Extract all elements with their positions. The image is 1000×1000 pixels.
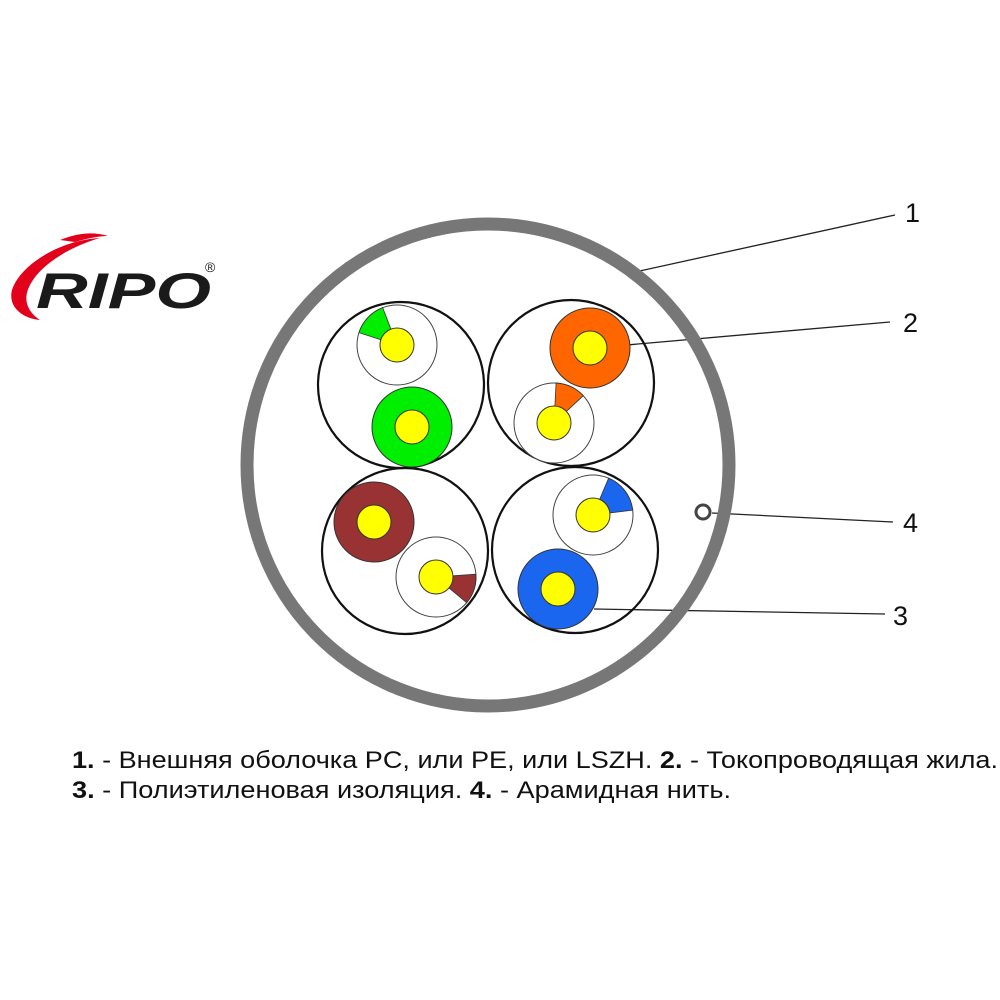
conductor-white-blue — [575, 497, 611, 533]
legend-num-4: 4. — [470, 777, 493, 804]
callout-2: 2 — [903, 308, 918, 338]
twisted-pair-4 — [490, 465, 660, 635]
legend-line-2: 3. - Полиэтиленовая изоляция. 4. - Арами… — [72, 777, 731, 804]
conductor-blue — [540, 571, 576, 607]
logo-swoosh-top — [60, 233, 108, 242]
logo-swoosh — [11, 238, 100, 320]
callout-3: 3 — [893, 601, 908, 631]
legend-text-1: - Внешняя оболочка PC, или PE, или LSZH. — [95, 747, 660, 774]
conductor-brown — [356, 504, 392, 540]
legend-line-1: 1. - Внешняя оболочка PC, или PE, или LS… — [72, 747, 998, 774]
legend-text-3: - Полиэтиленовая изоляция. — [95, 777, 470, 804]
conductor-white-brown — [418, 559, 454, 595]
legend-num-2: 2. — [660, 747, 683, 774]
logo-registered-mark: ® — [205, 259, 216, 275]
aramid-thread — [694, 503, 712, 521]
callout-4: 4 — [903, 508, 918, 538]
cable — [240, 217, 736, 713]
leader-lines — [591, 214, 896, 615]
twisted-pair-3 — [320, 466, 490, 636]
leader-line-2 — [591, 321, 891, 349]
legend-num-3: 3. — [72, 777, 95, 804]
ripo-logo: RIPO ® — [11, 233, 216, 320]
callout-1: 1 — [905, 198, 920, 228]
logo-text: RIPO — [36, 263, 211, 319]
leader-line-1 — [634, 214, 896, 273]
conductor-orange — [572, 330, 608, 366]
leader-line-4 — [711, 512, 894, 523]
conductor-white-orange — [536, 405, 572, 441]
legend-num-1: 1. — [72, 747, 95, 774]
legend-text-2: - Токопроводящая жила. — [682, 747, 998, 774]
outer-jacket — [240, 217, 736, 713]
leader-line-3 — [593, 608, 886, 615]
legend-text-4: - Арамидная нить. — [492, 777, 731, 804]
conductor-white-green — [379, 327, 415, 363]
conductor-green — [394, 409, 430, 445]
